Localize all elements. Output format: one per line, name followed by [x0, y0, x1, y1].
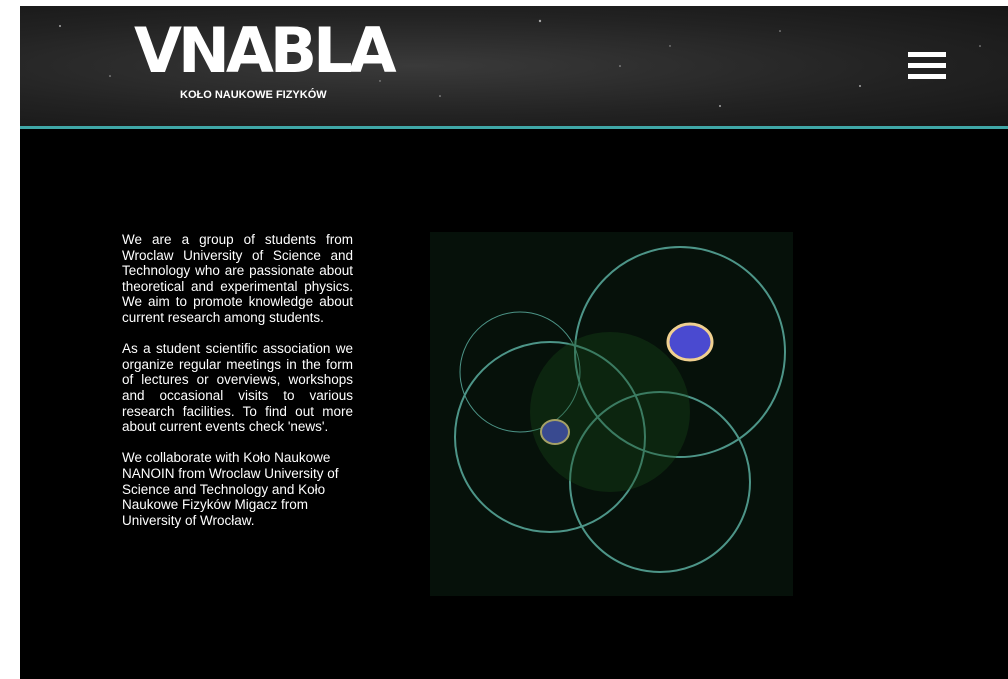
- header: VNABLA KOŁO NAUKOWE FIZYKÓW: [20, 6, 1008, 129]
- logo-subtitle: KOŁO NAUKOWE FIZYKÓW: [180, 89, 327, 101]
- page-root: VNABLA KOŁO NAUKOWE FIZYKÓW We are a gro…: [0, 0, 1008, 679]
- page: VNABLA KOŁO NAUKOWE FIZYKÓW We are a gro…: [20, 6, 1008, 679]
- logo[interactable]: VNABLA: [134, 20, 393, 82]
- menu-button[interactable]: [908, 52, 946, 82]
- fractal-image: [430, 232, 793, 596]
- content: We are a group of students from Wroclaw …: [122, 232, 793, 596]
